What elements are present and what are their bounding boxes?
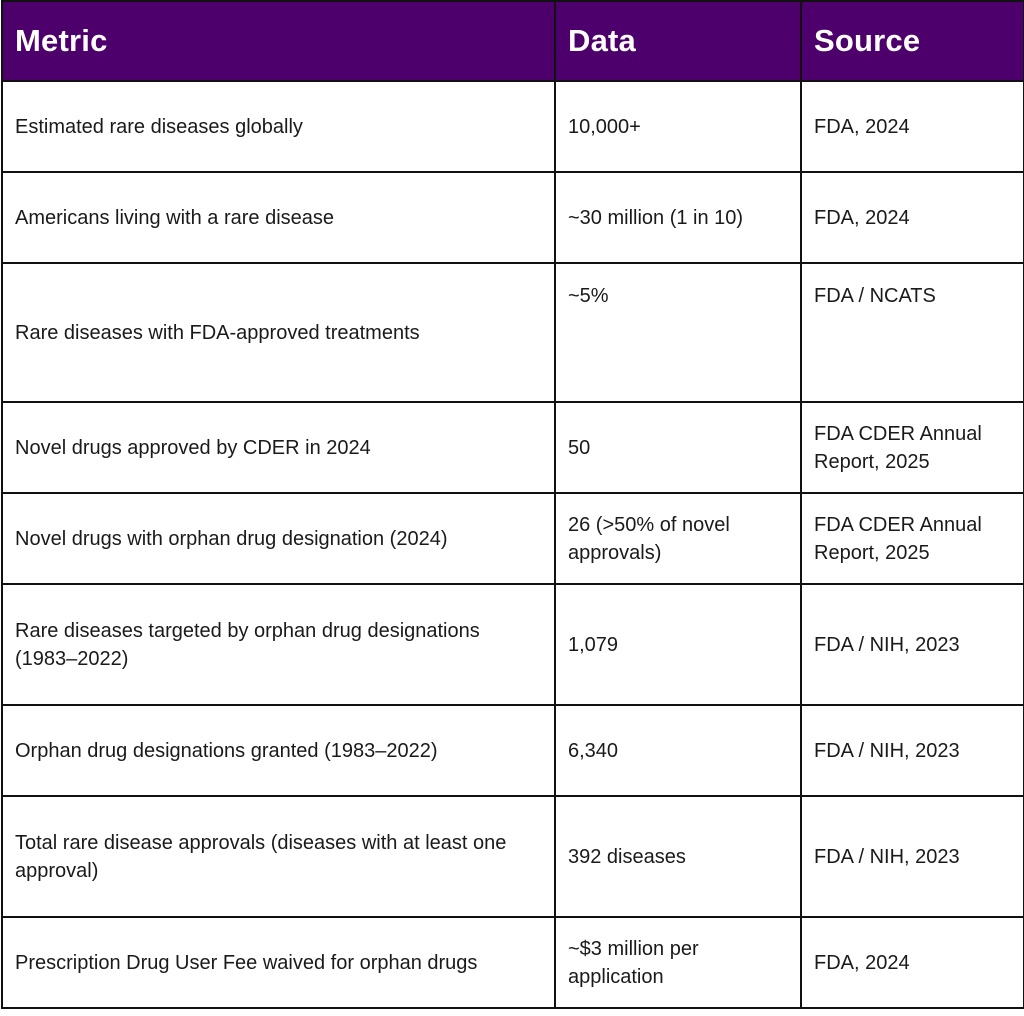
source-cell: FDA, 2024 [800,80,1024,173]
source-cell: FDA / NCATS [800,262,1024,403]
source-cell: FDA / NIH, 2023 [800,704,1024,797]
metric-cell: Novel drugs approved by CDER in 2024 [1,401,556,494]
data-cell: ~$3 million per application [554,916,802,1009]
table-row: Rare diseases targeted by orphan drug de… [1,583,1024,706]
metric-cell: Rare diseases with FDA-approved treatmen… [1,262,556,403]
data-cell: ~5% [554,262,802,403]
table-row: Novel drugs with orphan drug designation… [1,492,1024,585]
metric-cell: Estimated rare diseases globally [1,80,556,173]
metric-cell: Novel drugs with orphan drug designation… [1,492,556,585]
data-cell: 1,079 [554,583,802,706]
table-body: Estimated rare diseases globally 10,000+… [1,80,1024,1009]
source-cell: FDA CDER Annual Report, 2025 [800,401,1024,494]
metric-cell: Americans living with a rare disease [1,171,556,264]
data-cell: 392 diseases [554,795,802,918]
source-cell: FDA / NIH, 2023 [800,583,1024,706]
column-header-data: Data [554,0,802,82]
source-cell: FDA / NIH, 2023 [800,795,1024,918]
data-cell: 26 (>50% of novel approvals) [554,492,802,585]
table-row: Estimated rare diseases globally 10,000+… [1,80,1024,173]
source-cell: FDA, 2024 [800,171,1024,264]
table-row: Prescription Drug User Fee waived for or… [1,916,1024,1009]
data-cell: 50 [554,401,802,494]
table-row: Americans living with a rare disease ~30… [1,171,1024,264]
data-cell: 6,340 [554,704,802,797]
metric-cell: Total rare disease approvals (diseases w… [1,795,556,918]
data-cell: 10,000+ [554,80,802,173]
table-header: Metric Data Source [1,0,1024,82]
header-row: Metric Data Source [1,0,1024,82]
source-cell: FDA CDER Annual Report, 2025 [800,492,1024,585]
table-row: Rare diseases with FDA-approved treatmen… [1,262,1024,403]
column-header-source: Source [800,0,1024,82]
metric-cell: Prescription Drug User Fee waived for or… [1,916,556,1009]
data-cell: ~30 million (1 in 10) [554,171,802,264]
column-header-metric: Metric [1,0,556,82]
source-cell: FDA, 2024 [800,916,1024,1009]
metric-cell: Orphan drug designations granted (1983–2… [1,704,556,797]
table-row: Total rare disease approvals (diseases w… [1,795,1024,918]
table-row: Novel drugs approved by CDER in 2024 50 … [1,401,1024,494]
metric-cell: Rare diseases targeted by orphan drug de… [1,583,556,706]
table-row: Orphan drug designations granted (1983–2… [1,704,1024,797]
